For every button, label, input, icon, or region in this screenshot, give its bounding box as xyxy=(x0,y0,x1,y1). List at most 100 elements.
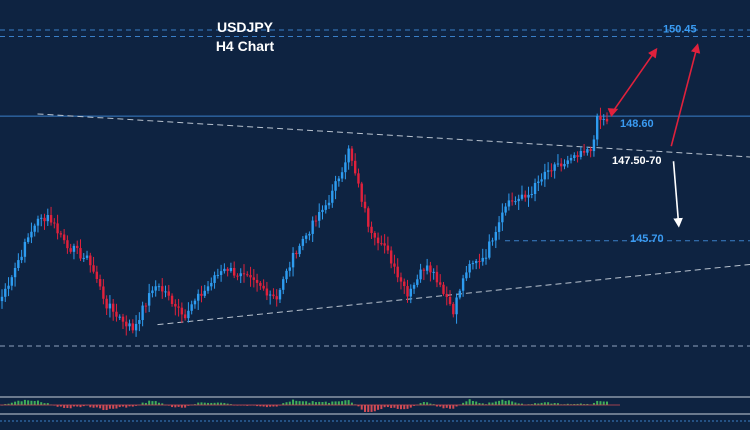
candle xyxy=(219,264,223,282)
indicator-bar xyxy=(347,400,350,405)
indicator-bar xyxy=(36,400,39,405)
indicator-bar xyxy=(301,401,304,405)
chart-title: USDJPY xyxy=(217,19,274,35)
candle xyxy=(412,282,416,294)
candle xyxy=(524,190,527,202)
indicator-bar xyxy=(442,405,445,409)
candle xyxy=(363,194,367,213)
indicator-bar xyxy=(373,405,376,412)
candle xyxy=(510,192,514,206)
indicator-bar xyxy=(72,405,75,407)
candle xyxy=(566,155,569,168)
indicator-bar xyxy=(14,401,17,405)
candle xyxy=(197,289,200,310)
candle xyxy=(92,256,95,274)
candle xyxy=(367,206,370,233)
indicator-bar xyxy=(118,405,121,408)
candle xyxy=(85,250,89,260)
candle xyxy=(4,283,7,302)
candle xyxy=(291,247,295,277)
candle xyxy=(69,243,72,254)
candle xyxy=(452,302,455,318)
indicator-bar xyxy=(341,401,344,405)
indicator-bar xyxy=(439,405,442,407)
candle xyxy=(530,186,533,199)
candle xyxy=(488,234,491,260)
candle xyxy=(239,268,242,284)
indicator-bar xyxy=(324,401,327,405)
candle xyxy=(154,280,157,297)
candle xyxy=(295,250,298,259)
indicator-bar xyxy=(69,405,72,409)
candle xyxy=(331,184,334,208)
indicator-bar xyxy=(259,405,262,407)
level-lines xyxy=(0,36,750,242)
indicator-bar xyxy=(511,401,514,405)
indicator-bar xyxy=(311,401,314,405)
level-labels: 150.45 148.60 147.50-70 145.70 xyxy=(612,24,697,245)
candle xyxy=(223,263,226,274)
indicator-bar xyxy=(540,402,543,405)
candle xyxy=(72,243,76,260)
indicator-bar xyxy=(592,402,595,405)
indicator-bar xyxy=(543,402,546,405)
candle xyxy=(282,276,285,295)
candle xyxy=(301,236,305,251)
indicator-bar xyxy=(40,402,43,405)
indicator-bar xyxy=(187,405,190,406)
candle xyxy=(151,286,154,298)
indicator-bar xyxy=(344,400,347,405)
candle xyxy=(396,258,399,283)
candle xyxy=(213,271,216,289)
indicator-bar xyxy=(556,403,559,405)
candle xyxy=(102,279,105,305)
chart-subtitle: H4 Chart xyxy=(216,38,275,54)
candle xyxy=(59,230,63,238)
indicator-bar xyxy=(583,404,586,405)
indicator-bar xyxy=(485,404,487,405)
indicator-bar xyxy=(364,405,366,412)
indicator-bar xyxy=(43,403,46,405)
candle xyxy=(403,278,406,294)
indicator-bar xyxy=(350,402,353,405)
indicator-bar xyxy=(449,405,452,409)
candle xyxy=(36,215,40,233)
indicator-bar xyxy=(334,401,337,405)
candle xyxy=(111,298,115,321)
candle xyxy=(514,196,517,205)
indicator-bar xyxy=(275,405,278,407)
candle xyxy=(389,246,393,269)
candle xyxy=(353,153,357,176)
indicator-bar xyxy=(337,401,340,405)
candle xyxy=(40,214,43,227)
candle xyxy=(98,274,102,290)
candle xyxy=(268,290,272,305)
candle xyxy=(262,279,265,291)
indicator-bar xyxy=(46,403,49,405)
candle xyxy=(193,298,197,309)
candle xyxy=(33,223,36,237)
indicator-bar xyxy=(33,400,36,405)
indicator-bar xyxy=(99,405,102,409)
indicator-bar xyxy=(380,405,383,410)
indicator-bar xyxy=(498,400,501,405)
indicator-bar xyxy=(210,402,213,405)
indicator-bar xyxy=(409,405,412,408)
indicator-bar xyxy=(520,403,523,405)
candle xyxy=(435,265,439,288)
candle xyxy=(386,236,390,254)
candle xyxy=(517,194,520,210)
candle xyxy=(118,314,121,321)
indicator-bar xyxy=(602,401,605,405)
indicator-bar xyxy=(180,405,183,408)
indicator-bar xyxy=(452,405,455,409)
indicator-bar xyxy=(573,404,576,405)
candle xyxy=(589,146,592,158)
candle xyxy=(246,271,249,277)
candle xyxy=(242,264,246,283)
candle xyxy=(20,249,23,264)
candle xyxy=(216,268,220,279)
candle xyxy=(128,319,131,331)
indicator-bar xyxy=(30,400,33,405)
trend-lines xyxy=(37,113,750,326)
